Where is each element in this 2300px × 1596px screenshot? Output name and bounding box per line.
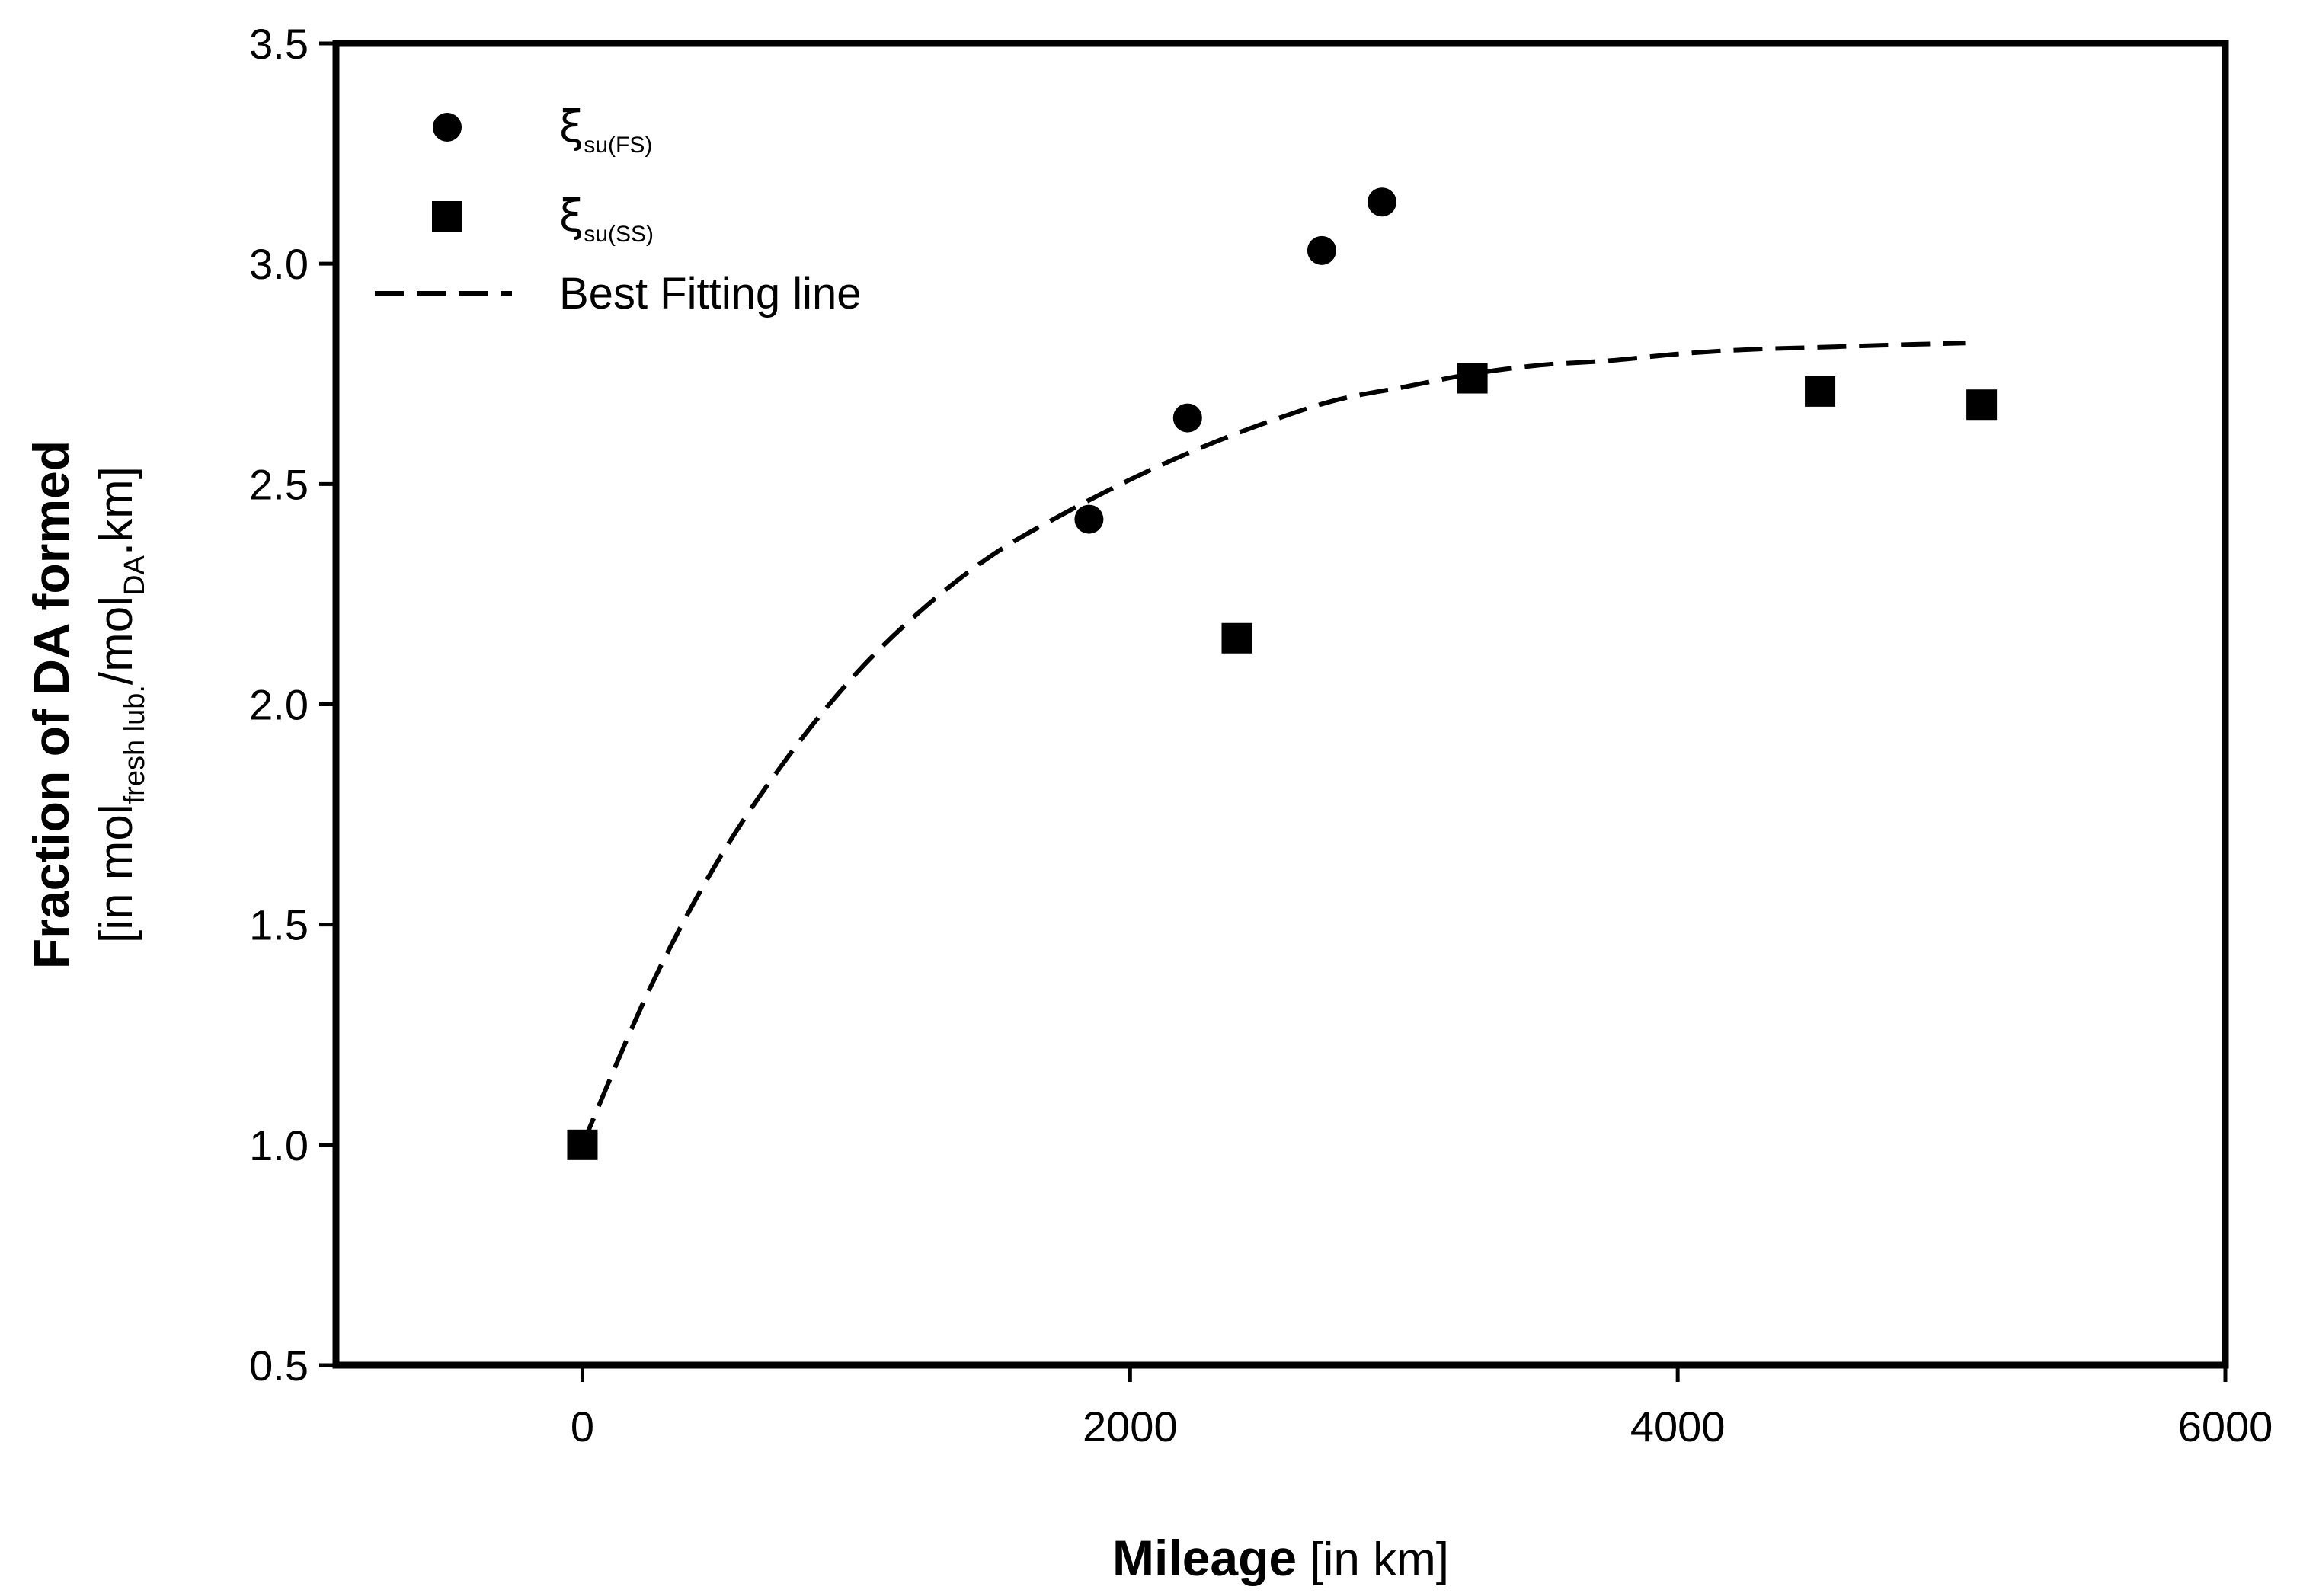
- y-tick-label: 2.0: [249, 681, 309, 729]
- y-axis-title-unit: [in molfresh lub./molDA.km]: [90, 466, 151, 943]
- y-tick-label: 3.5: [249, 20, 309, 68]
- legend-label-fs: ξsu(FS): [559, 101, 652, 158]
- marker-ss-4: [1966, 389, 1998, 421]
- y-axis: 0.5 1.0 1.5 2.0 2.5 3.0 3.5: [249, 20, 336, 1390]
- marker-fs-2: [1172, 403, 1202, 433]
- y-axis-title-main: Fraction of DA formed: [23, 440, 79, 969]
- x-tick-label: 0: [571, 1402, 594, 1450]
- data-markers: [567, 187, 1998, 1160]
- y-tick-label: 0.5: [249, 1342, 309, 1390]
- marker-ss-0: [567, 1129, 598, 1160]
- marker-ss-1: [1221, 622, 1252, 654]
- best-fitting-line: [580, 341, 1966, 1147]
- x-axis: 0 2000 4000 6000: [571, 1365, 2273, 1450]
- marker-ss-3: [1805, 376, 1836, 407]
- x-axis-title: Mileage [in km]: [1112, 1530, 1449, 1586]
- legend: ξsu(FS) ξsu(SS) Best Fitting line: [375, 101, 862, 318]
- x-tick-label: 6000: [2178, 1402, 2273, 1450]
- y-tick-label: 2.5: [249, 460, 309, 508]
- legend-marker-circle: [433, 113, 462, 142]
- y-tick-label: 1.0: [249, 1121, 309, 1169]
- marker-fs-4: [1367, 187, 1396, 217]
- marker-ss-2: [1457, 363, 1488, 394]
- legend-marker-square: [432, 201, 462, 232]
- legend-label-ss: ξsu(SS): [559, 190, 654, 247]
- marker-fs-1: [1074, 504, 1104, 534]
- marker-fs-3: [1307, 235, 1336, 265]
- y-tick-label: 3.0: [249, 240, 309, 288]
- y-tick-label: 1.5: [249, 901, 309, 949]
- x-tick-label: 2000: [1083, 1402, 1178, 1450]
- legend-label-fit: Best Fitting line: [559, 269, 862, 318]
- x-tick-label: 4000: [1630, 1402, 1726, 1450]
- y-axis-title: Fraction of DA formed [in molfresh lub./…: [23, 440, 151, 969]
